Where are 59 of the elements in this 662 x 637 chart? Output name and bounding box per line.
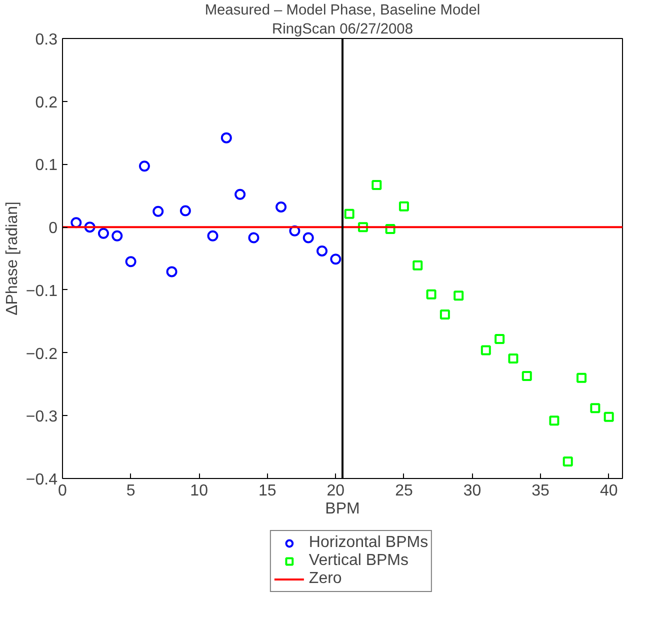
legend-label: Vertical BPMs xyxy=(308,552,409,570)
x-tick-label: 20 xyxy=(326,482,345,500)
y-tick-label: −0.4 xyxy=(26,472,58,488)
point xyxy=(248,232,260,244)
legend-label: Horizontal BPMs xyxy=(308,534,428,552)
point xyxy=(207,230,218,242)
point xyxy=(234,188,246,200)
y-tick-label: −0.2 xyxy=(26,346,58,363)
point xyxy=(604,412,614,422)
x-tick-label: 5 xyxy=(126,482,136,500)
y-tick-label: 0.2 xyxy=(35,94,58,112)
point xyxy=(70,217,82,228)
point xyxy=(358,222,368,232)
y-axis-title: ΔPhase [radian] xyxy=(4,202,21,316)
point xyxy=(330,254,342,265)
point xyxy=(84,222,96,233)
point xyxy=(112,230,123,242)
point xyxy=(302,232,314,244)
point xyxy=(426,289,436,300)
point xyxy=(125,256,136,268)
y-tick-label: 0.3 xyxy=(35,32,58,48)
chart-title: Measured – Model Phase, Baseline Model xyxy=(204,2,480,18)
point xyxy=(412,260,423,270)
point xyxy=(138,160,150,172)
point xyxy=(316,245,328,256)
point xyxy=(372,180,382,190)
y-tick-label: 0 xyxy=(48,220,58,238)
point xyxy=(480,345,491,356)
point xyxy=(276,201,287,212)
point xyxy=(576,372,587,383)
x-tick-label: 10 xyxy=(190,482,208,500)
x-tick-label: 25 xyxy=(395,482,413,500)
point xyxy=(180,205,191,216)
x-tick-label: 30 xyxy=(463,482,482,500)
y-tick-label: −0.3 xyxy=(26,408,58,426)
point xyxy=(508,353,518,364)
legend-label: Zero xyxy=(308,570,342,588)
point xyxy=(166,266,178,278)
point xyxy=(98,228,109,239)
y-tick-label: −0.1 xyxy=(26,282,58,300)
point xyxy=(494,334,505,344)
y-tick-label: 0.1 xyxy=(35,157,58,174)
x-tick-label: 40 xyxy=(600,482,618,500)
point xyxy=(454,290,464,301)
x-tick-label: 15 xyxy=(258,482,276,500)
point xyxy=(522,371,532,382)
point xyxy=(562,456,573,467)
point xyxy=(344,208,354,219)
point xyxy=(549,416,560,426)
point xyxy=(590,403,600,414)
point xyxy=(440,309,450,320)
point xyxy=(152,206,164,217)
chart-subtitle: RingScan 06/27/2008 xyxy=(272,22,413,38)
x-axis-title: BPM xyxy=(325,500,360,518)
x-tick-label: 35 xyxy=(532,482,550,500)
point xyxy=(385,224,396,234)
point xyxy=(289,225,300,236)
point xyxy=(220,132,232,144)
point xyxy=(398,201,409,212)
